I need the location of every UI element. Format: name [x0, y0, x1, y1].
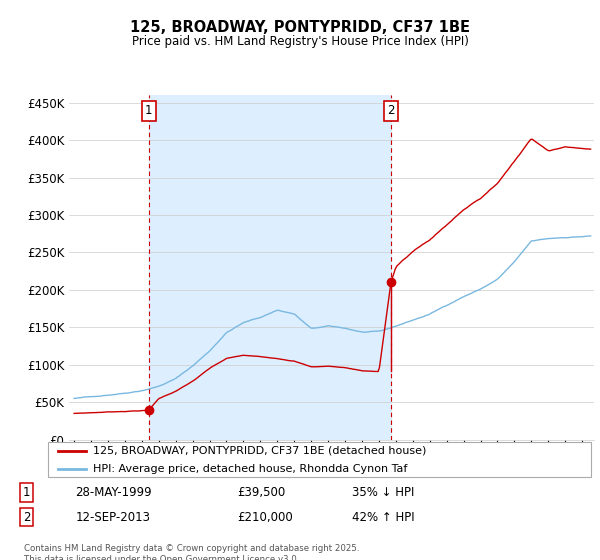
Text: £39,500: £39,500 [237, 486, 285, 499]
Text: 2: 2 [387, 104, 395, 117]
Text: Contains HM Land Registry data © Crown copyright and database right 2025.
This d: Contains HM Land Registry data © Crown c… [24, 544, 359, 560]
Text: 1: 1 [145, 104, 152, 117]
Text: 2: 2 [23, 511, 31, 524]
Text: Price paid vs. HM Land Registry's House Price Index (HPI): Price paid vs. HM Land Registry's House … [131, 35, 469, 48]
Text: 28-MAY-1999: 28-MAY-1999 [76, 486, 152, 499]
Text: 125, BROADWAY, PONTYPRIDD, CF37 1BE (detached house): 125, BROADWAY, PONTYPRIDD, CF37 1BE (det… [92, 446, 426, 456]
Text: 12-SEP-2013: 12-SEP-2013 [76, 511, 151, 524]
Text: 125, BROADWAY, PONTYPRIDD, CF37 1BE: 125, BROADWAY, PONTYPRIDD, CF37 1BE [130, 20, 470, 35]
Text: 1: 1 [23, 486, 31, 499]
Text: 35% ↓ HPI: 35% ↓ HPI [352, 486, 415, 499]
Bar [149, 95, 391, 440]
Text: 42% ↑ HPI: 42% ↑ HPI [352, 511, 415, 524]
Text: £210,000: £210,000 [237, 511, 293, 524]
FancyBboxPatch shape [48, 442, 591, 477]
Text: HPI: Average price, detached house, Rhondda Cynon Taf: HPI: Average price, detached house, Rhon… [92, 464, 407, 474]
